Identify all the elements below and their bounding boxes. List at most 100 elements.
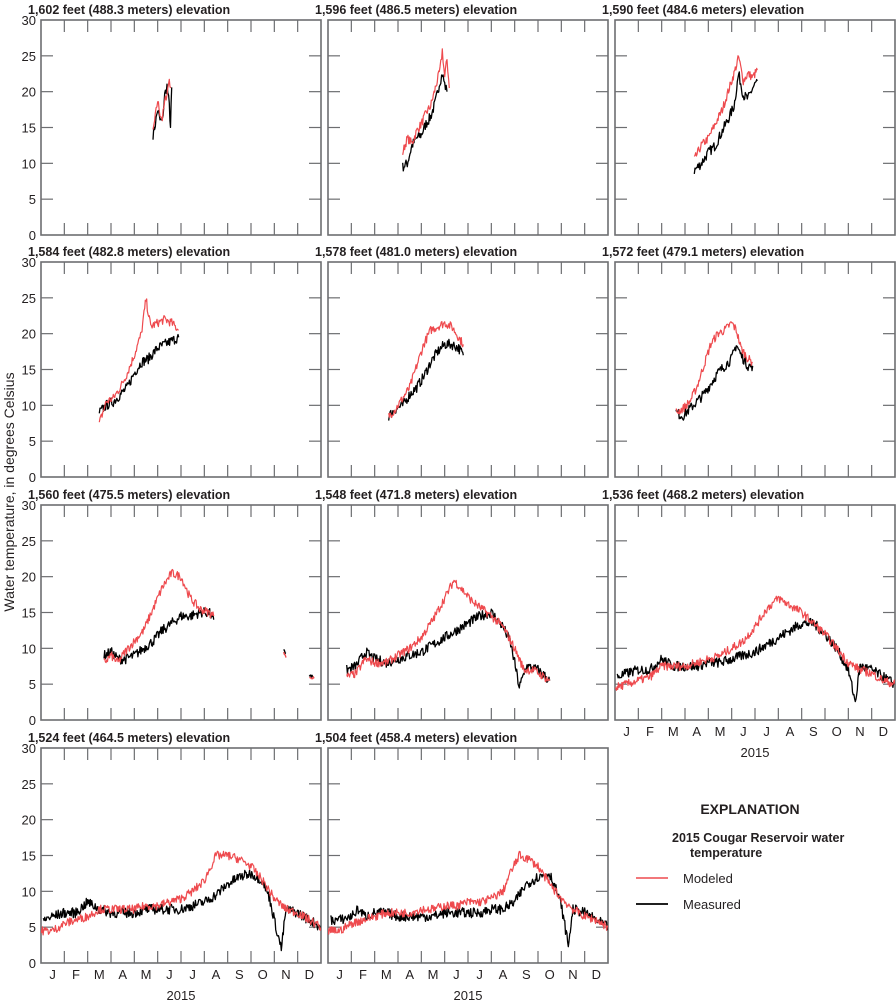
y-tick-label: 0	[29, 713, 36, 728]
x-month-label: J	[189, 967, 196, 982]
y-tick-label: 15	[22, 606, 36, 621]
panel-5: 1,578 feet (481.0 meters) elevation	[315, 245, 609, 478]
panel-title: 1,596 feet (486.5 meters) elevation	[315, 3, 517, 17]
y-tick-label: 20	[22, 85, 36, 100]
x-month-label: J	[476, 967, 483, 982]
y-tick-label: 15	[22, 849, 36, 864]
legend-label-modeled: Modeled	[683, 871, 733, 886]
series-measured	[675, 345, 754, 421]
x-month-label: F	[72, 967, 80, 982]
plot-frame	[327, 261, 609, 478]
y-tick-label: 5	[29, 192, 36, 207]
series-measured	[616, 617, 895, 703]
panel-title: 1,504 feet (458.4 meters) elevation	[315, 731, 517, 745]
series-measured	[402, 74, 448, 172]
x-month-label: N	[568, 967, 577, 982]
series-modeled-segment	[283, 651, 287, 658]
x-month-label: J	[49, 967, 56, 982]
x-month-label: M	[94, 967, 105, 982]
series-measured	[693, 71, 758, 174]
y-tick-label: 10	[22, 156, 36, 171]
y-tick-label: 0	[29, 228, 36, 243]
series-measured-segment	[283, 649, 287, 655]
x-month-label: M	[715, 724, 726, 739]
panel-2: 1,596 feet (486.5 meters) elevation	[315, 3, 609, 236]
x-axis-year-label: 2015	[454, 988, 483, 1003]
x-month-label: S	[235, 967, 244, 982]
series-measured	[330, 872, 608, 948]
y-tick-label: 0	[29, 956, 36, 971]
panel-title: 1,572 feet (479.1 meters) elevation	[602, 245, 804, 259]
x-month-label: J	[336, 967, 343, 982]
panel-4: 1,584 feet (482.8 meters) elevation 0 5 10 1…	[22, 245, 322, 485]
x-month-label: J	[740, 724, 747, 739]
series-modeled	[615, 595, 895, 691]
series-modeled	[675, 321, 753, 415]
y-tick-label: 10	[22, 398, 36, 413]
y-tick-label: 10	[22, 884, 36, 899]
y-tick-label: 20	[22, 327, 36, 342]
panel-8: 1,548 feet (471.8 meters) elevation	[315, 488, 609, 721]
x-month-label: F	[359, 967, 367, 982]
series-modeled-segment	[309, 676, 315, 680]
panel-title: 1,524 feet (464.5 meters) elevation	[28, 731, 230, 745]
panel-7: 1,560 feet (475.5 meters) elevation 0 5 10 1…	[22, 488, 322, 728]
series-modeled	[328, 850, 608, 935]
x-month-label: M	[428, 967, 439, 982]
y-tick-label: 10	[22, 641, 36, 656]
x-month-label: J	[453, 967, 460, 982]
series-modeled	[402, 48, 450, 156]
x-month-label: A	[118, 967, 127, 982]
x-month-label: O	[832, 724, 842, 739]
x-month-label: A	[212, 967, 221, 982]
y-tick-label: 25	[22, 49, 36, 64]
panel-title: 1,560 feet (475.5 meters) elevation	[28, 488, 230, 502]
plot-frame	[40, 747, 322, 964]
plot-frame	[40, 19, 322, 236]
x-month-label: O	[258, 967, 268, 982]
panel-title: 1,548 feet (471.8 meters) elevation	[315, 488, 517, 502]
series-modeled	[388, 321, 464, 419]
y-axis-label: Water temperature, in degrees Celsius	[1, 372, 17, 611]
panel-title: 1,578 feet (481.0 meters) elevation	[315, 245, 517, 259]
y-tick-label: 20	[22, 570, 36, 585]
x-month-label: J	[763, 724, 770, 739]
x-month-label: A	[405, 967, 414, 982]
legend-label-measured: Measured	[683, 897, 741, 912]
plot-frame	[614, 261, 896, 478]
panel-title: 1,602 feet (488.3 meters) elevation	[28, 3, 230, 17]
plot-frame	[327, 504, 609, 721]
legend-subtitle-line2: temperature	[690, 846, 762, 860]
series-modeled	[98, 298, 179, 423]
x-month-label: D	[305, 967, 314, 982]
y-tick-label: 30	[22, 741, 36, 756]
series-measured	[103, 607, 215, 665]
panel-title: 1,584 feet (482.8 meters) elevation	[28, 245, 230, 259]
series-modeled	[103, 568, 215, 664]
x-axis-year-label: 2015	[741, 745, 770, 760]
x-month-label: A	[786, 724, 795, 739]
x-axis-year-label: 2015	[167, 988, 196, 1003]
y-tick-label: 5	[29, 434, 36, 449]
x-month-label: O	[545, 967, 555, 982]
x-month-label: M	[668, 724, 679, 739]
x-month-label: J	[166, 967, 173, 982]
x-month-label: D	[879, 724, 888, 739]
panel-1: 1,602 feet (488.3 meters) elevation 0 5 10 1…	[22, 3, 322, 243]
y-tick-label: 20	[22, 813, 36, 828]
series-modeled	[41, 850, 321, 936]
x-month-label: A	[692, 724, 701, 739]
series-measured	[388, 338, 464, 421]
panel-6: 1,572 feet (479.1 meters) elevation	[602, 245, 896, 478]
x-month-label: M	[381, 967, 392, 982]
x-month-label: S	[809, 724, 818, 739]
legend-title: EXPLANATION	[700, 801, 799, 817]
x-month-label: M	[141, 967, 152, 982]
plot-frame	[614, 504, 896, 721]
series-measured	[42, 869, 321, 952]
panel-title: 1,590 feet (484.6 meters) elevation	[602, 3, 804, 17]
plot-frame	[327, 19, 609, 236]
x-month-label: S	[522, 967, 531, 982]
